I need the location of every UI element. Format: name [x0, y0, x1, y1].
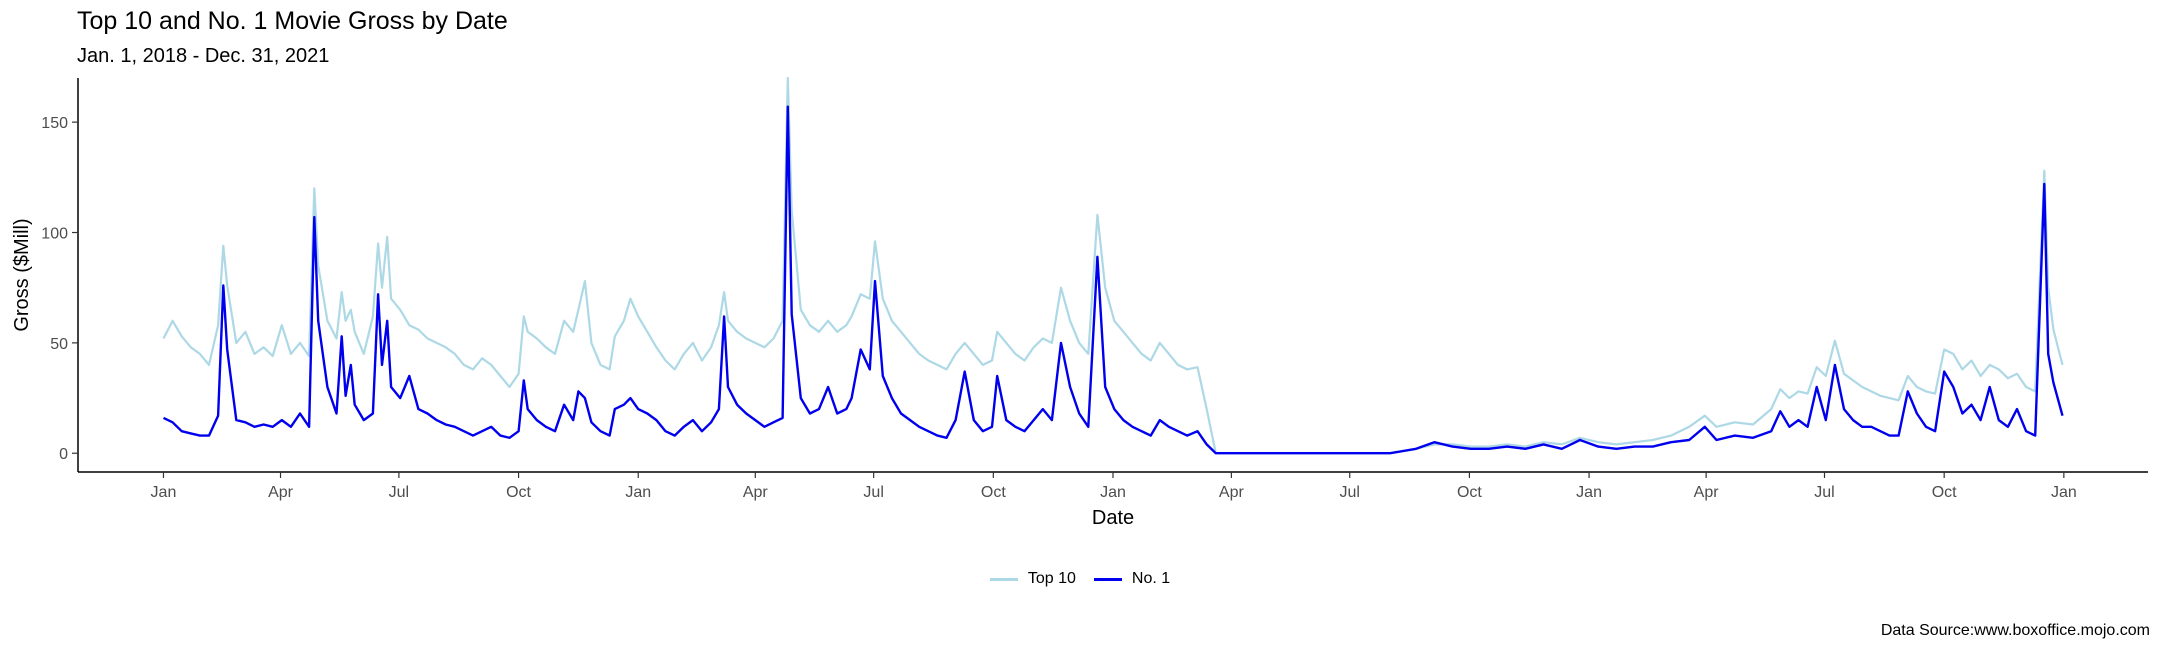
series-line-top10	[162, 76, 2064, 455]
legend-key-top10	[989, 577, 1018, 581]
x-tick-label: Oct	[1457, 484, 1482, 501]
legend-item-top10: Top 10	[989, 570, 1076, 588]
x-ticks: Jan Apr Jul Oct Jan Apr Jul Oct Jan Apr Jul Oct Jan A…	[151, 472, 2077, 501]
x-tick-label: Jul	[1814, 484, 1834, 501]
y-tick-label: 50	[50, 336, 68, 353]
x-tick-label: Apr	[268, 484, 294, 501]
legend-key-no1	[1093, 577, 1122, 581]
y-tick-label: 0	[59, 446, 68, 463]
x-tick-label: Oct	[981, 484, 1006, 501]
y-axis-title: Gross ($Mill)	[11, 218, 33, 331]
legend-item-no1: No. 1	[1093, 570, 1171, 588]
x-tick-label: Jan	[1576, 484, 1602, 501]
x-axis-title: Date	[1092, 507, 1134, 529]
series-line-no1	[162, 105, 2064, 455]
y-tick-label: 100	[41, 226, 68, 243]
x-tick-label: Apr	[1694, 484, 1720, 501]
legend: Top 10 No. 1	[0, 570, 2160, 588]
x-tick-label: Jul	[389, 484, 409, 501]
x-tick-label: Jan	[1100, 484, 1126, 501]
x-tick-label: Apr	[1219, 484, 1245, 501]
x-tick-label: Jan	[625, 484, 651, 501]
x-tick-label: Oct	[1932, 484, 1957, 501]
y-ticks: 0 50 100 150	[41, 115, 78, 463]
legend-label-no1: No. 1	[1131, 570, 1171, 587]
x-tick-label: Jan	[151, 484, 177, 501]
data-source-caption: Data Source:www.boxoffice.mojo.com	[1880, 622, 2150, 639]
x-tick-label: Jul	[863, 484, 883, 501]
legend-label-top10: Top 10	[1027, 570, 1076, 587]
chart-subtitle: Jan. 1, 2018 - Dec. 31, 2021	[77, 45, 330, 67]
x-tick-label: Oct	[506, 484, 531, 501]
x-tick-label: Jul	[1340, 484, 1360, 501]
x-tick-label: Jan	[2051, 484, 2077, 501]
x-tick-label: Apr	[743, 484, 769, 501]
chart-title: Top 10 and No. 1 Movie Gross by Date	[77, 7, 508, 35]
series-group	[162, 76, 2064, 455]
y-tick-label: 150	[41, 115, 68, 132]
